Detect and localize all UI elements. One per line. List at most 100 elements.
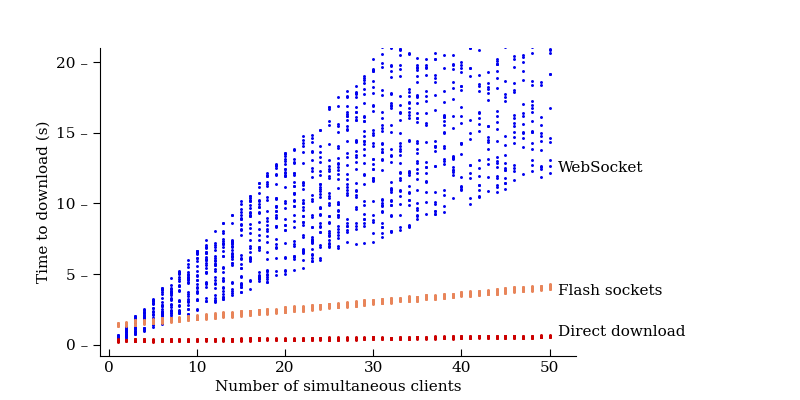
Point [429, 4, 442, 10]
Point [234, 337, 247, 343]
Point [146, 337, 159, 344]
Point [155, 285, 168, 291]
Point [534, 286, 547, 292]
Point [394, 169, 406, 176]
Point [199, 270, 212, 276]
Point [155, 320, 168, 326]
Point [508, 64, 521, 70]
Point [499, 288, 512, 294]
Point [490, 58, 503, 64]
Point [217, 240, 230, 247]
Point [146, 320, 159, 326]
Point [111, 337, 124, 343]
Point [129, 318, 142, 325]
Point [394, 296, 406, 303]
Point [314, 188, 326, 194]
Point [217, 312, 230, 318]
Point [455, 8, 468, 14]
Point [129, 320, 142, 326]
Point [138, 306, 150, 312]
Point [394, 296, 406, 302]
Point [455, 86, 468, 93]
Point [482, 155, 494, 162]
Point [278, 170, 291, 176]
Point [226, 259, 238, 266]
Point [411, 140, 424, 146]
Point [208, 313, 221, 319]
Point [322, 230, 335, 236]
Point [455, 333, 468, 340]
Point [367, 299, 380, 306]
Point [155, 309, 168, 316]
Point [173, 282, 186, 288]
Point [243, 337, 256, 344]
Point [190, 315, 203, 321]
Point [164, 294, 177, 301]
Point [534, 285, 547, 292]
Point [111, 320, 124, 326]
Point [350, 334, 362, 340]
Point [270, 306, 282, 313]
Point [490, 160, 503, 167]
Point [305, 258, 318, 264]
Point [385, 103, 398, 110]
Point [278, 304, 291, 310]
Point [411, 298, 424, 304]
Point [482, 333, 494, 339]
Point [534, 334, 547, 340]
Point [164, 315, 177, 321]
Point [287, 256, 300, 262]
Point [411, 294, 424, 300]
Point [508, 333, 521, 339]
Point [287, 240, 300, 247]
Point [490, 75, 503, 81]
Point [199, 245, 212, 251]
Point [402, 50, 415, 56]
Point [173, 287, 186, 293]
Point [164, 302, 177, 308]
Point [243, 220, 256, 227]
Point [182, 298, 194, 304]
Point [367, 301, 380, 307]
Point [314, 306, 326, 312]
Point [270, 196, 282, 202]
Point [234, 261, 247, 267]
Point [234, 336, 247, 342]
Point [182, 314, 194, 320]
Point [305, 239, 318, 245]
Point [446, 166, 459, 173]
Point [252, 311, 265, 317]
Point [120, 328, 133, 335]
Point [120, 320, 133, 327]
Point [261, 336, 274, 342]
Point [367, 166, 380, 172]
Point [350, 137, 362, 144]
Point [385, 179, 398, 186]
Point [367, 143, 380, 150]
Point [296, 180, 309, 187]
Point [455, 334, 468, 340]
Point [534, 287, 547, 293]
Point [446, 294, 459, 300]
Point [322, 304, 335, 310]
Point [314, 304, 326, 310]
Point [199, 284, 212, 290]
Point [138, 312, 150, 319]
Point [473, 290, 486, 296]
Point [234, 215, 247, 221]
Point [314, 184, 326, 190]
Point [508, 333, 521, 340]
Point [367, 175, 380, 182]
Point [270, 335, 282, 341]
Point [111, 333, 124, 339]
Point [446, 334, 459, 340]
Point [270, 223, 282, 230]
Point [199, 298, 212, 304]
Point [473, 333, 486, 340]
Point [402, 298, 415, 304]
Point [146, 301, 159, 308]
Point [341, 302, 354, 308]
Point [499, 333, 512, 340]
Point [120, 334, 133, 341]
Point [358, 336, 371, 342]
